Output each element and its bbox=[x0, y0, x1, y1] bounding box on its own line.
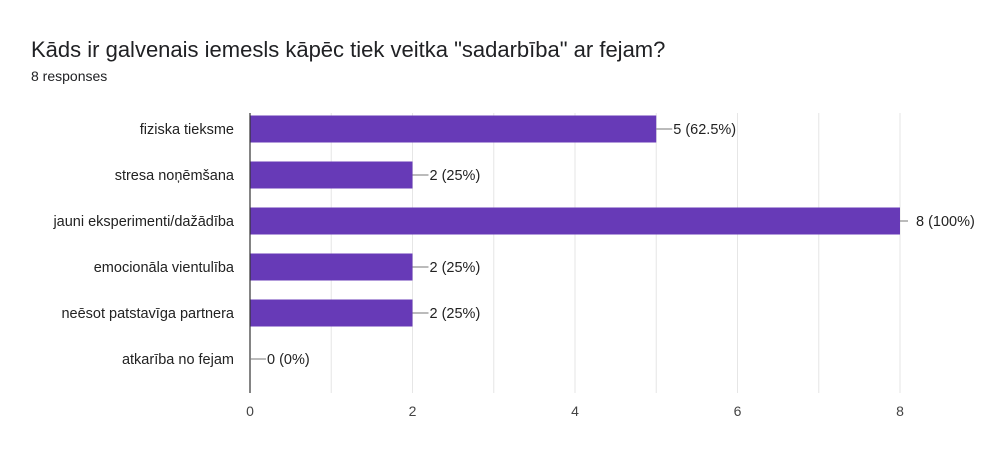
x-tick-label: 8 bbox=[896, 403, 904, 419]
category-label: emocionāla vientulība bbox=[94, 260, 235, 276]
bar bbox=[250, 115, 657, 143]
grid-lines bbox=[330, 113, 901, 393]
bar bbox=[250, 207, 900, 235]
x-tick-label: 6 bbox=[734, 403, 742, 419]
value-label: 2 (25%) bbox=[430, 306, 481, 322]
category-label: jauni eksperimenti/dažādība bbox=[52, 214, 234, 230]
x-tick-labels: 0 2 4 6 8 bbox=[246, 403, 904, 419]
category-label: stresa noņēmšana bbox=[115, 168, 235, 184]
category-label: fiziska tieksme bbox=[140, 122, 234, 138]
x-tick-label: 4 bbox=[571, 403, 579, 419]
chart-title: Kāds ir galvenais iemesls kāpēc tiek vei… bbox=[31, 37, 666, 62]
value-label: 2 (25%) bbox=[430, 260, 481, 276]
x-tick-label: 2 bbox=[409, 403, 417, 419]
responses-count: 8 responses bbox=[31, 68, 108, 84]
category-labels: fiziska tieksme stresa noņēmšana jauni eks… bbox=[52, 122, 234, 368]
value-label: 8 (100%) bbox=[916, 214, 975, 230]
value-label: 5 (62.5%) bbox=[673, 122, 736, 138]
category-label: neēsot patstavīga partnera bbox=[61, 306, 234, 322]
value-label: 0 (0%) bbox=[267, 352, 310, 368]
bar bbox=[250, 299, 413, 327]
x-tick-label: 0 bbox=[246, 403, 254, 419]
category-label: atkarība no fejam bbox=[122, 352, 234, 368]
bar bbox=[250, 253, 413, 281]
value-label: 2 (25%) bbox=[430, 168, 481, 184]
value-labels: 5 (62.5%) 2 (25%) 8 (100%) 2 (25%) 2 (25%) 0 … bbox=[250, 122, 975, 368]
bars-group bbox=[250, 115, 900, 327]
bar bbox=[250, 161, 413, 189]
